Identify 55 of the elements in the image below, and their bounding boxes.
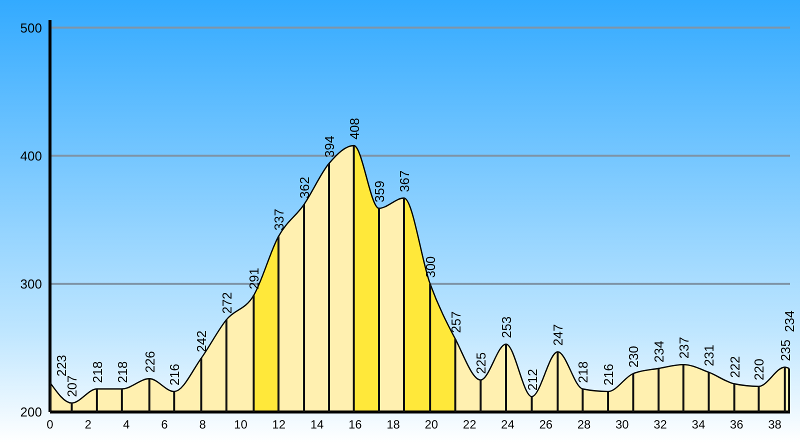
x-tick-label: 18 [386, 418, 400, 432]
y-tick-label: 500 [20, 20, 42, 36]
x-tick-label: 28 [577, 418, 592, 432]
x-tick-label: 20 [424, 418, 438, 432]
x-tick-label: 22 [462, 418, 477, 432]
y-tick-label: 200 [20, 404, 42, 420]
data-label: 247 [550, 324, 566, 346]
x-tick-label: 34 [692, 418, 706, 432]
x-tick-label: 10 [234, 418, 248, 432]
x-tick-label: 4 [122, 418, 130, 432]
data-label: 218 [114, 361, 130, 383]
data-label: 242 [194, 330, 210, 352]
data-label: 207 [64, 375, 80, 398]
data-label: 300 [423, 256, 438, 278]
data-label: 394 [322, 136, 338, 158]
data-label: 234 [782, 310, 798, 332]
x-tick-label: 26 [539, 418, 553, 432]
data-label: 272 [219, 292, 234, 314]
data-label: 220 [752, 358, 767, 380]
x-tick-label: 8 [199, 418, 206, 432]
data-label: 223 [54, 354, 69, 377]
x-tick-label: 0 [46, 418, 54, 432]
data-label: 225 [474, 352, 489, 374]
data-label: 216 [601, 364, 616, 386]
data-label: 362 [297, 176, 312, 198]
y-tick-label: 400 [20, 148, 42, 164]
x-tick-label: 12 [272, 418, 286, 432]
data-label: 235 [778, 339, 793, 362]
data-label: 230 [626, 346, 642, 368]
data-label: 231 [702, 344, 717, 366]
data-label: 222 [727, 356, 742, 378]
data-label: 408 [346, 118, 362, 140]
y-tick-label: 300 [20, 276, 42, 292]
data-label: 218 [90, 361, 105, 383]
data-label: 359 [372, 180, 387, 202]
data-label: 218 [576, 361, 591, 383]
data-label: 257 [448, 311, 464, 333]
data-label: 216 [167, 364, 182, 386]
x-tick-label: 16 [348, 418, 362, 432]
x-tick-label: 38 [768, 418, 782, 432]
data-label: 226 [142, 350, 158, 373]
x-tick-label: 24 [501, 418, 515, 432]
x-tick-label: 2 [84, 418, 92, 432]
data-label: 291 [246, 268, 262, 290]
x-tick-label: 14 [310, 418, 324, 432]
data-label: 234 [652, 340, 667, 362]
data-label: 337 [271, 208, 286, 230]
x-tick-label: 36 [730, 418, 744, 432]
data-label: 212 [524, 368, 540, 391]
data-label: 367 [396, 170, 412, 192]
data-label: 237 [676, 336, 692, 359]
x-tick-label: 30 [615, 418, 630, 432]
data-label: 253 [499, 316, 514, 338]
x-tick-label: 6 [161, 418, 168, 432]
x-tick-label: 32 [654, 418, 668, 432]
